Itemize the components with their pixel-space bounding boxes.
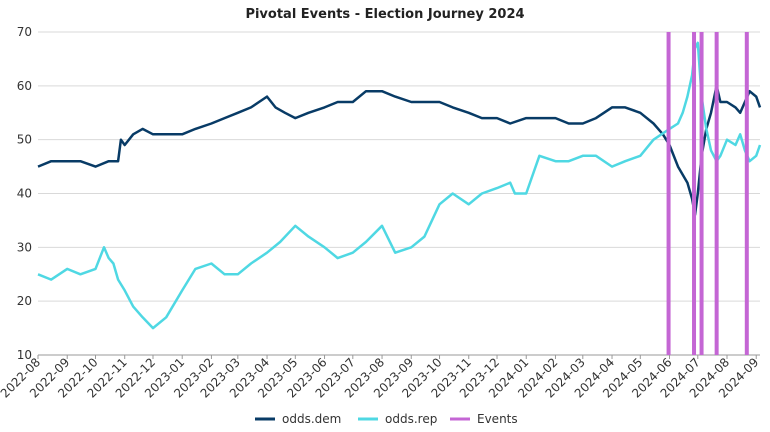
series-line-odds.dem <box>37 84 762 217</box>
y-tick-label: 60 <box>17 79 32 93</box>
y-tick-label: 40 <box>17 187 32 201</box>
y-axis: 10 20 30 40 50 60 70 <box>17 25 32 362</box>
y-tick-label: 30 <box>17 240 32 254</box>
legend: odds.dem odds.rep Events <box>255 412 518 426</box>
grid <box>38 31 760 356</box>
y-tick-label: 50 <box>17 133 32 147</box>
events-layer <box>666 32 749 355</box>
chart-title: Pivotal Events - Election Journey 2024 <box>245 7 524 22</box>
y-tick-label: 10 <box>17 348 32 362</box>
y-tick-label: 70 <box>17 25 32 39</box>
legend-label: odds.dem <box>282 412 341 426</box>
legend-label: Events <box>477 412 518 426</box>
y-tick-label: 20 <box>17 294 32 308</box>
x-axis: 2022-082022-092022-102022-112022-122023-… <box>0 355 761 401</box>
legend-label: odds.rep <box>385 412 437 426</box>
